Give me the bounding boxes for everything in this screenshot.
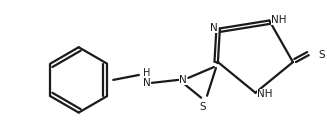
Text: NH: NH xyxy=(257,89,273,99)
Text: H: H xyxy=(143,68,150,78)
Text: NH: NH xyxy=(271,15,287,24)
Text: S: S xyxy=(200,102,206,112)
Text: N: N xyxy=(143,78,151,88)
Text: N: N xyxy=(210,23,218,33)
Text: N: N xyxy=(180,75,187,85)
Text: S: S xyxy=(318,50,325,60)
